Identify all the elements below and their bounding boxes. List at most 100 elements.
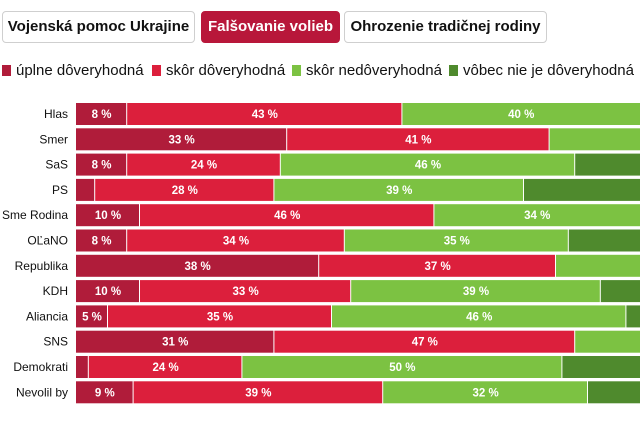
bar-segment[interactable] (351, 280, 600, 303)
data-label: 35 % (444, 236, 470, 248)
category-label: SNS (43, 335, 68, 349)
bar-segment[interactable] (76, 305, 107, 328)
data-label: 33 % (168, 134, 194, 146)
bar-segment[interactable] (383, 381, 587, 404)
bar-segment[interactable] (575, 153, 640, 176)
bar-segment[interactable] (242, 356, 562, 378)
bar-segment[interactable] (88, 356, 242, 378)
category-label: Hlas (44, 107, 68, 121)
data-label: 28 % (172, 185, 198, 197)
legend-swatch (292, 65, 301, 76)
data-label: 34 % (223, 236, 249, 248)
data-label: 10 % (95, 210, 121, 222)
tab-bar: Vojenská pomoc Ukrajine Falšovanie volie… (0, 11, 640, 45)
data-label: 41 % (405, 134, 431, 146)
legend-label: skôr nedôveryhodná (306, 62, 442, 79)
bar-segment[interactable] (76, 229, 127, 252)
bar-segment[interactable] (76, 254, 319, 277)
bar-segment[interactable] (108, 305, 331, 328)
bar-segment[interactable] (140, 204, 434, 227)
tab-ohrozenie-tradicnej-rodiny[interactable]: Ohrozenie tradičnej rodiny (344, 11, 547, 43)
legend-label: skôr dôveryhodná (166, 62, 286, 79)
category-label: Nevolil by (16, 385, 68, 399)
legend-swatch (449, 65, 458, 76)
data-label: 9 % (95, 387, 115, 399)
data-label: 10 % (95, 286, 121, 298)
bar-segment[interactable] (549, 128, 640, 151)
chart-legend: úplne dôveryhodná skôr dôveryhodná skôr … (0, 61, 640, 81)
bar-segment[interactable] (76, 356, 88, 378)
bar-segment[interactable] (76, 128, 287, 151)
data-label: 46 % (274, 210, 300, 222)
bar-segment[interactable] (319, 254, 555, 277)
data-label: 31 % (162, 337, 188, 349)
bar-segment[interactable] (434, 204, 640, 227)
bar-segment[interactable] (562, 356, 640, 378)
data-label: 5 % (82, 311, 102, 323)
legend-label: vôbec nie je dôveryhodná (463, 62, 634, 79)
data-label: 24 % (191, 160, 217, 172)
bar-segment[interactable] (556, 254, 640, 277)
bar-segment[interactable] (76, 178, 95, 201)
bar-segment[interactable] (575, 330, 640, 353)
data-label: 50 % (389, 362, 415, 374)
data-label: 39 % (245, 387, 271, 399)
bar-segment[interactable] (568, 229, 640, 252)
data-label: 32 % (472, 387, 498, 399)
category-label: SaS (45, 158, 68, 172)
category-label: PS (52, 183, 68, 197)
data-label: 8 % (92, 109, 112, 121)
bar-segment[interactable] (332, 305, 626, 328)
bar-segment[interactable] (344, 229, 568, 252)
bar-segment[interactable] (127, 229, 344, 252)
legend-item-uplne-doveryhodna[interactable]: úplne dôveryhodná (2, 61, 144, 81)
bar-segment[interactable] (76, 330, 274, 353)
bar-segment[interactable] (600, 280, 640, 303)
legend-swatch (152, 65, 161, 76)
category-label: Sme Rodina (2, 208, 68, 222)
bar-segment[interactable] (140, 280, 351, 303)
data-label: 34 % (524, 210, 550, 222)
data-label: 33 % (232, 286, 258, 298)
legend-item-vobec-nie-je-doveryhodna[interactable]: vôbec nie je dôveryhodná (449, 61, 634, 81)
data-label: 40 % (508, 109, 534, 121)
category-label: Demokrati (13, 360, 68, 374)
data-label: 43 % (252, 109, 278, 121)
category-label: Aliancia (26, 309, 68, 323)
data-label: 38 % (184, 261, 210, 273)
bar-segment[interactable] (95, 178, 274, 201)
legend-item-skor-nedoveryhodna[interactable]: skôr nedôveryhodná (292, 61, 442, 81)
category-label: OĽaNO (27, 234, 68, 248)
data-label: 46 % (415, 160, 441, 172)
bar-segment[interactable] (76, 103, 127, 125)
bar-segment[interactable] (287, 128, 549, 151)
data-label: 35 % (207, 311, 233, 323)
category-label: Republika (15, 259, 69, 273)
tab-vojenska-pomoc-ukrajine[interactable]: Vojenská pomoc Ukrajine (2, 11, 195, 43)
data-label: 8 % (92, 160, 112, 172)
bar-segment[interactable] (274, 178, 523, 201)
legend-item-skor-doveryhodna[interactable]: skôr dôveryhodná (152, 61, 285, 81)
bar-segment[interactable] (76, 280, 139, 303)
bar-segment[interactable] (524, 178, 640, 201)
bar-segment[interactable] (133, 381, 383, 404)
legend-label: úplne dôveryhodná (16, 62, 144, 79)
bar-segment[interactable] (280, 153, 575, 176)
bar-segment[interactable] (402, 103, 640, 125)
data-label: 24 % (152, 362, 178, 374)
legend-swatch (2, 65, 11, 76)
data-label: 37 % (424, 261, 450, 273)
bar-segment[interactable] (76, 204, 139, 227)
data-label: 47 % (412, 337, 438, 349)
category-label: Smer (39, 132, 68, 146)
bar-segment[interactable] (127, 103, 402, 125)
bar-segment[interactable] (588, 381, 640, 404)
bar-segment[interactable] (274, 330, 575, 353)
bar-segment[interactable] (626, 305, 640, 328)
data-label: 39 % (386, 185, 412, 197)
bar-segment[interactable] (76, 381, 133, 404)
bar-segment[interactable] (127, 153, 280, 176)
bar-segment[interactable] (76, 153, 127, 176)
data-label: 46 % (466, 311, 492, 323)
tab-falsovanie-volieb[interactable]: Falšovanie volieb (201, 11, 340, 43)
